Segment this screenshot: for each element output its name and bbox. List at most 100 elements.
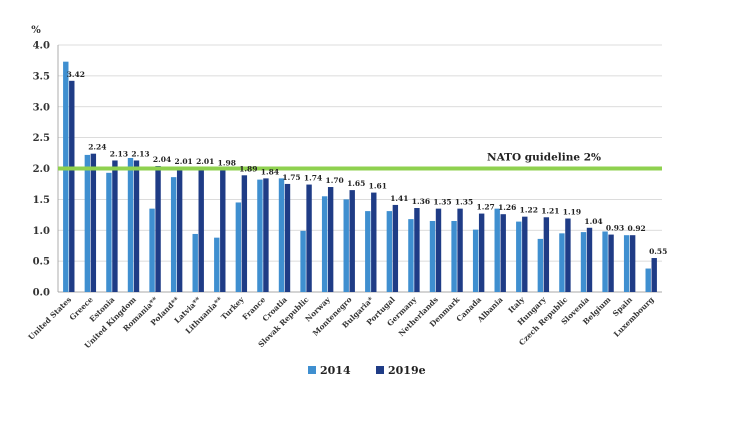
- bar-2014: [451, 220, 457, 292]
- bar-2014: [365, 211, 371, 292]
- y-tick-label: 2.5: [33, 133, 50, 144]
- bar-2019e: [629, 235, 636, 292]
- data-label: 1.35: [433, 198, 451, 207]
- data-label: 2.13: [110, 149, 128, 158]
- bar-2019e: [349, 190, 355, 292]
- data-label: 2.01: [196, 157, 214, 166]
- data-label: 2.24: [88, 143, 106, 152]
- data-label: 3.42: [67, 70, 85, 79]
- bar-2014: [343, 199, 349, 292]
- bar-2019e: [327, 187, 334, 292]
- bar-2014: [235, 202, 242, 292]
- data-label: 2.01: [175, 157, 193, 166]
- legend-label-2019e: 2019e: [388, 364, 426, 377]
- bar-2019e: [176, 167, 183, 292]
- y-tick-label: 1.5: [33, 195, 50, 206]
- bar-2014: [257, 179, 263, 292]
- legend-swatch-2019e: [376, 366, 384, 374]
- data-label: 2.04: [153, 155, 171, 164]
- bar-2019e: [500, 214, 506, 292]
- y-tick-label: 2.0: [33, 164, 50, 175]
- bar-2014: [429, 220, 436, 292]
- data-label: 1.61: [369, 182, 387, 191]
- y-tick-label: 0.5: [33, 257, 50, 268]
- data-label: 1.74: [304, 174, 322, 183]
- bar-2019e: [69, 80, 75, 292]
- bar-2019e: [392, 204, 399, 292]
- bar-2014: [127, 158, 134, 292]
- bar-2019e: [565, 218, 571, 292]
- data-label: 1.19: [563, 208, 581, 217]
- data-label: 1.35: [455, 198, 473, 207]
- y-tick-label: 4.0: [33, 41, 50, 52]
- bar-2014: [516, 221, 522, 292]
- bar-2014: [386, 211, 393, 292]
- bar-2014: [278, 178, 285, 292]
- data-label: 1.22: [520, 206, 538, 215]
- legend-swatch-2014: [308, 366, 316, 374]
- data-labels: 3.42 2.24 2.13 2.13 2.04 2.01 2.01 1.981.89 1.84…: [67, 70, 668, 256]
- bar-2019e: [651, 258, 657, 292]
- bar-2019e: [371, 192, 377, 292]
- bar-2019e: [198, 167, 204, 292]
- bar-2014: [472, 229, 479, 292]
- bar-2014: [537, 238, 544, 292]
- y-axis-label: %: [31, 25, 41, 36]
- bar-2014: [321, 196, 328, 292]
- y-tick-label: 1.0: [33, 226, 50, 237]
- bar-2019e: [478, 213, 485, 292]
- x-tick-label: United States: [26, 295, 73, 342]
- data-label: 1.04: [584, 217, 602, 226]
- bar-2014: [192, 233, 198, 292]
- bar-2014: [602, 231, 608, 292]
- bar-2019e: [263, 178, 269, 292]
- bar-2014: [494, 208, 500, 292]
- y-tick-label: 3.5: [33, 71, 50, 82]
- bar-2019e: [112, 160, 118, 292]
- bar-2014: [214, 237, 220, 292]
- y-tick-label: 0.0: [33, 288, 50, 299]
- bar-2019e: [608, 234, 614, 292]
- bar-2019e: [90, 153, 97, 292]
- bar-2019e: [414, 208, 420, 292]
- data-label: 1.89: [239, 164, 257, 173]
- data-label: 1.70: [326, 176, 344, 185]
- data-label: 1.41: [390, 194, 408, 203]
- legend-label-2014: 2014: [320, 364, 351, 377]
- bars: [63, 61, 657, 292]
- bar-2019e: [435, 208, 442, 292]
- bar-2014: [623, 235, 630, 292]
- bar-2014: [645, 268, 651, 292]
- bar-2019e: [522, 216, 528, 292]
- data-label: 1.21: [541, 206, 559, 215]
- data-label: 1.36: [412, 197, 430, 206]
- bar-2019e: [543, 217, 550, 292]
- bar-2019e: [586, 227, 593, 292]
- reference-line-group: NATO guideline 2%: [58, 152, 662, 171]
- data-label: 1.65: [347, 179, 365, 188]
- bar-2014: [408, 219, 414, 292]
- bar-2019e: [284, 183, 291, 292]
- data-label: 0.55: [649, 247, 667, 256]
- legend: 2014 2019e: [308, 364, 426, 377]
- data-label: 1.27: [477, 203, 495, 212]
- bar-2019e: [457, 208, 463, 292]
- data-label: 1.26: [498, 203, 516, 212]
- bar-2014: [559, 233, 565, 292]
- bar-2014: [63, 61, 69, 292]
- bar-2019e: [220, 169, 226, 292]
- reference-line-label: NATO guideline 2%: [487, 152, 601, 164]
- bar-2019e: [306, 184, 312, 292]
- data-label: 0.93: [606, 224, 624, 233]
- bar-2014: [106, 172, 112, 292]
- data-label: 2.13: [131, 149, 149, 158]
- bar-2014: [84, 154, 91, 292]
- bar-2019e: [133, 160, 140, 292]
- bar-2014: [300, 230, 306, 292]
- data-label: 1.98: [218, 159, 236, 168]
- bar-2019e: [241, 175, 248, 292]
- bar-2014: [170, 177, 177, 292]
- bar-2014: [149, 208, 155, 292]
